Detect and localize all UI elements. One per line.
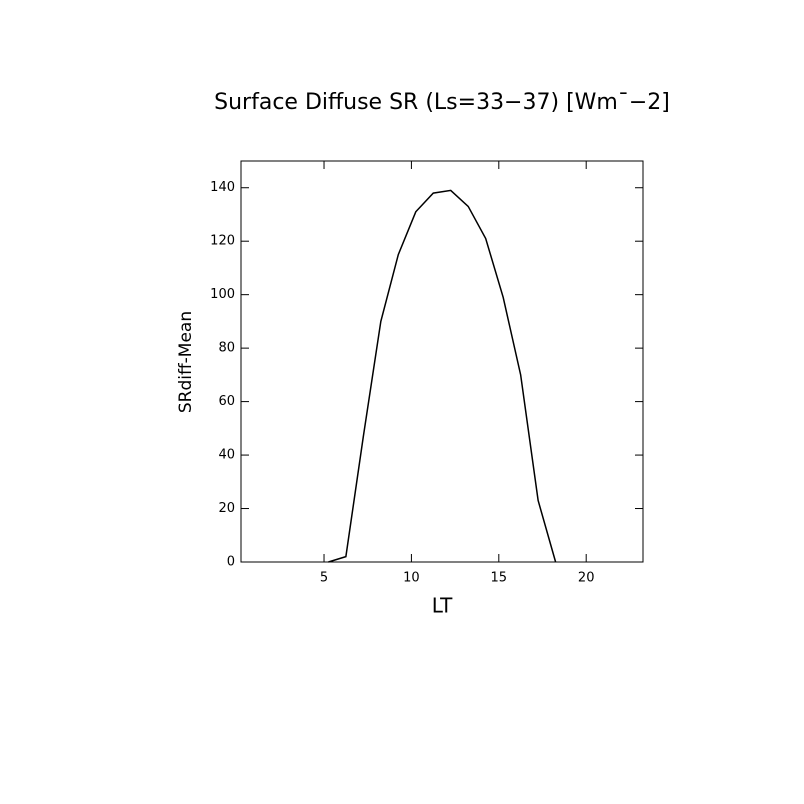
chart-title: Surface Diffuse SR (Ls=33−37) [Wm¯−2] [214,90,670,115]
y-tick-label: 80 [218,341,235,356]
x-tick-label: 20 [578,571,595,586]
y-tick-label: 100 [210,287,235,302]
x-tick-label: 10 [403,571,420,586]
y-tick-label: 20 [218,501,235,516]
y-tick-label: 0 [227,555,235,570]
y-axis-label: SRdiff-Mean [176,311,196,413]
x-axis-label: LT [432,594,453,618]
plot-frame [240,160,644,563]
x-tick-label: 15 [491,571,508,586]
y-tick-label: 140 [210,180,235,195]
y-tick-label: 60 [218,394,235,409]
y-tick-label: 40 [218,448,235,463]
data-line [328,189,557,563]
x-tick-label: 5 [320,571,328,586]
y-tick-label: 120 [210,234,235,249]
